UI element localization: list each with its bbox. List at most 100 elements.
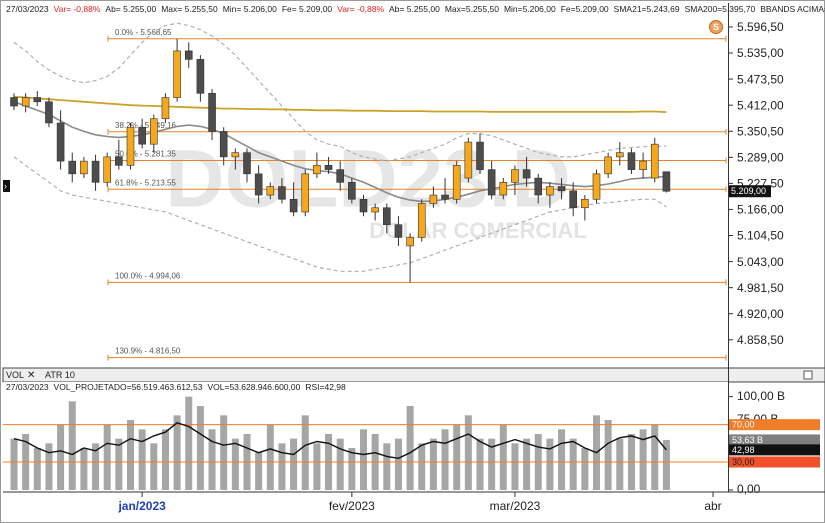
candle-body xyxy=(348,182,356,200)
tab[interactable]: VOL xyxy=(6,370,24,380)
x-tick-label: mar/2023 xyxy=(490,499,541,513)
volume-bar xyxy=(418,443,426,490)
candle-body xyxy=(91,160,100,183)
panel-header-item: 27/03/2023 xyxy=(6,382,49,392)
volume-bar xyxy=(581,448,589,490)
candle-body xyxy=(406,237,414,247)
y-tick-label: 100,00 B xyxy=(737,389,785,403)
candle-body xyxy=(324,165,333,170)
x-tick-label: jan/2023 xyxy=(117,499,166,513)
volume-bar xyxy=(115,438,123,490)
header-item: Min=5.206,00 xyxy=(504,4,556,14)
volume-bar xyxy=(231,438,239,490)
candle-body xyxy=(592,173,601,200)
candle-body xyxy=(103,156,111,183)
volume-bar xyxy=(278,443,286,490)
candle-body xyxy=(627,152,636,170)
volume-bar xyxy=(150,443,158,490)
scroll-arrow-glyph[interactable]: › xyxy=(4,181,7,191)
header-background xyxy=(3,3,728,16)
candle-body xyxy=(33,97,42,103)
volume-bar xyxy=(290,438,298,490)
y-tick-label: 5.350,50 xyxy=(737,124,784,138)
x-tick-label: abr xyxy=(704,499,721,513)
volume-bar xyxy=(208,429,216,490)
fib-label: 38.2% - 5.349,16 xyxy=(115,121,176,130)
candle-body xyxy=(394,224,403,238)
fib-label: 61.8% - 5.213,55 xyxy=(115,178,176,187)
header-item: BBANDS ACIMA=5.315,35 xyxy=(760,4,825,14)
volume-bar xyxy=(173,415,181,490)
volume-bar xyxy=(196,406,204,490)
volume-bar xyxy=(57,424,65,490)
tab[interactable]: ATR 10 xyxy=(45,370,75,380)
header: 27/03/2023 Var= -0,88% Ab= 5.255,00 Max= 5.… xyxy=(6,4,825,14)
value-box-label: 70,00 xyxy=(732,420,755,430)
volume-bar xyxy=(313,443,321,490)
candle-body xyxy=(534,177,543,196)
y-tick-label: 5.596,50 xyxy=(737,20,784,34)
volume-bar xyxy=(266,424,274,490)
candle-body xyxy=(557,186,566,192)
volume-bar xyxy=(220,415,228,490)
candle-body xyxy=(382,207,391,226)
rsi-line xyxy=(13,422,667,460)
y-tick-label: 4.858,50 xyxy=(737,333,784,347)
candle-body xyxy=(615,152,624,158)
volume-bar xyxy=(185,396,193,490)
panel-header-item: RSI=42,98 xyxy=(305,382,346,392)
scroll-arrow[interactable] xyxy=(3,180,10,192)
candle-body xyxy=(359,198,368,213)
value-box-label: 53,63 B xyxy=(732,435,763,445)
fib-label: 130.9% - 4.816,50 xyxy=(115,347,181,356)
volume-bar xyxy=(161,429,169,490)
tab-strip xyxy=(2,367,825,383)
s-icon-glyph[interactable]: S xyxy=(713,22,719,32)
x-tick-label: fev/2023 xyxy=(329,499,375,513)
header-item: Var= -0,88% xyxy=(337,4,384,14)
volume-bar xyxy=(511,443,519,490)
candle-body xyxy=(115,156,123,166)
s-icon[interactable] xyxy=(709,20,723,34)
header-item: 27/03/2023 xyxy=(6,4,49,14)
y-tick-label: 5.166,00 xyxy=(737,203,784,217)
candle-body xyxy=(499,182,508,196)
close-tab-icon[interactable]: ✕ xyxy=(27,370,35,381)
candle-body xyxy=(650,143,659,179)
candle-body xyxy=(68,160,77,175)
candle-body xyxy=(639,160,647,170)
candle-body xyxy=(173,50,181,98)
candle-body xyxy=(10,97,18,107)
bollinger-band xyxy=(13,156,667,272)
candle-body xyxy=(452,165,461,200)
volume-bar xyxy=(558,429,566,490)
volume-bar xyxy=(651,424,659,490)
volume-bar xyxy=(360,429,367,490)
volume-bar xyxy=(429,438,437,490)
volume-bar xyxy=(348,448,356,490)
volume-bar xyxy=(488,438,496,490)
header-item: SMA21=5.243,69 xyxy=(614,4,680,14)
volume-bar xyxy=(662,439,670,490)
bollinger-band xyxy=(13,22,667,162)
y-tick-label: 5.289,00 xyxy=(737,150,784,164)
candle-body xyxy=(196,59,205,94)
maximize-icon[interactable] xyxy=(803,370,813,380)
volume-bar xyxy=(604,420,612,490)
volume-bar xyxy=(336,438,344,490)
fib-label: 0.0% - 5.568,65 xyxy=(115,28,172,37)
plot-background xyxy=(3,3,728,368)
volume-bar xyxy=(383,443,391,490)
candle-body xyxy=(522,169,531,179)
header-item: Min= 5.206,00 xyxy=(223,4,277,14)
header-item: Ab= 5.255,00 xyxy=(389,4,440,14)
volume-bar xyxy=(441,429,449,490)
volume-bar xyxy=(80,448,88,490)
panel-header-background xyxy=(3,382,728,393)
header-item: Max= 5.255,50 xyxy=(161,4,218,14)
volume-bar xyxy=(301,415,309,490)
candle-body xyxy=(56,122,65,162)
volume-panel xyxy=(3,382,728,492)
